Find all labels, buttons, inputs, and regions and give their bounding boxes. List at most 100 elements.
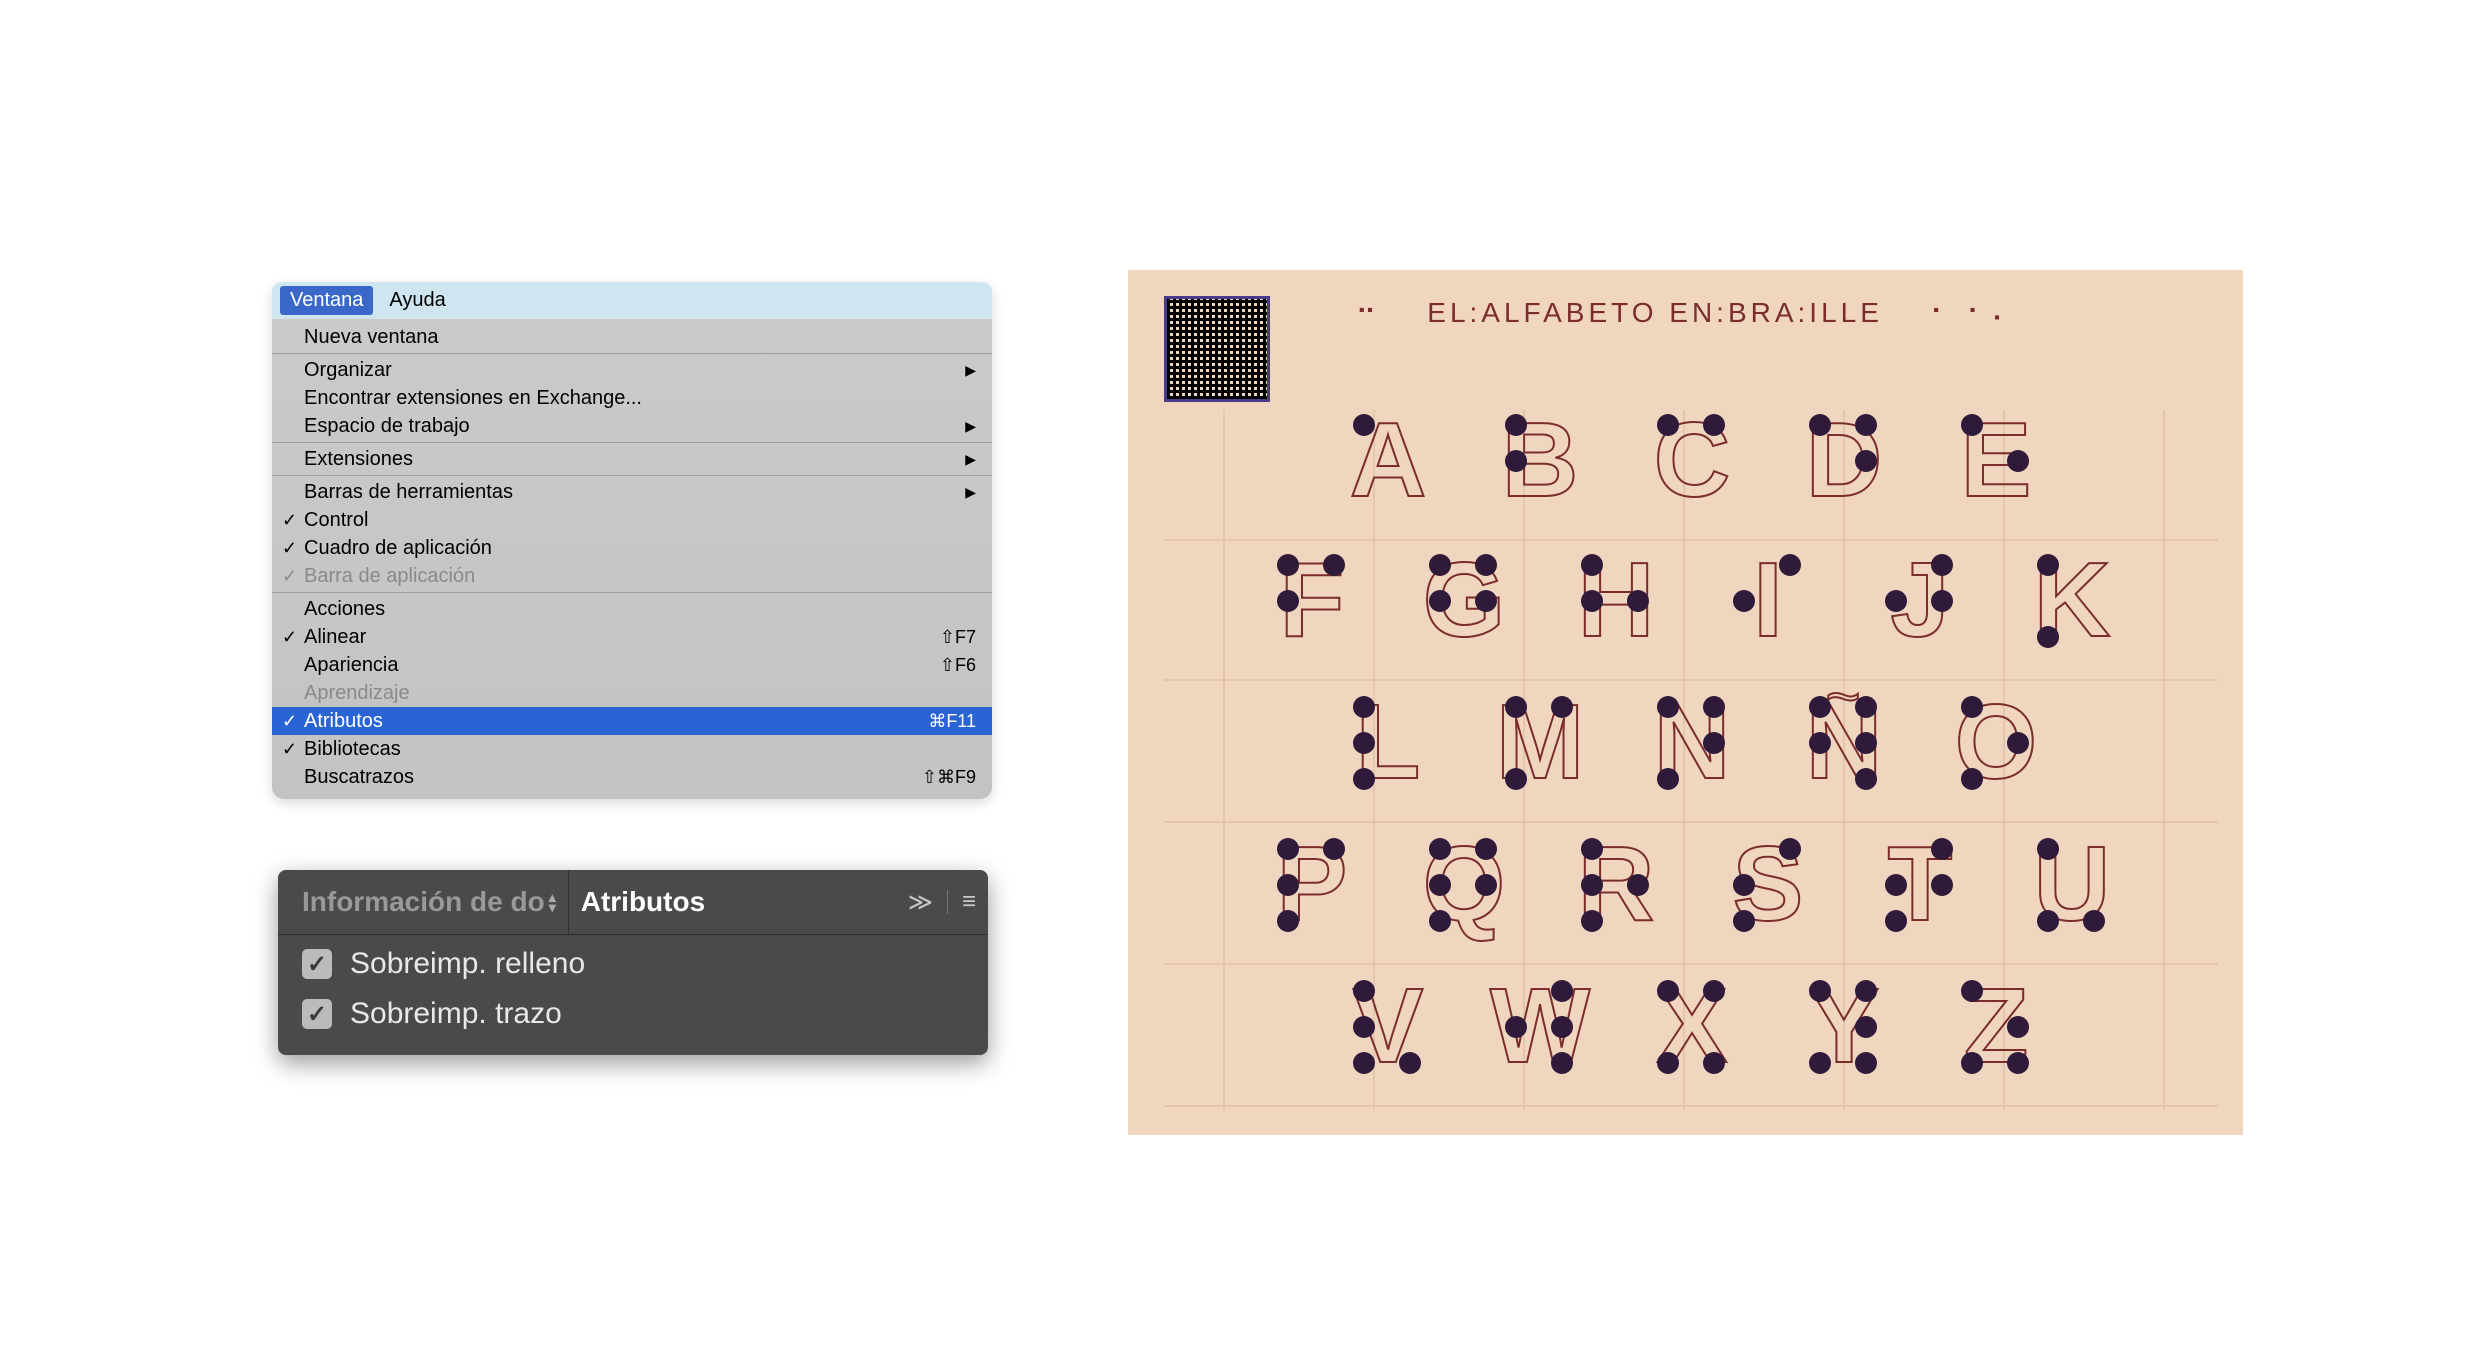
panel-tab-info-label: Información de do (302, 886, 545, 918)
braille-dot (1703, 1052, 1725, 1074)
menu-item[interactable]: Acciones (272, 595, 992, 623)
braille-dots (1337, 692, 1437, 792)
braille-dots (1641, 976, 1741, 1076)
braille-dot (2083, 910, 2105, 932)
braille-dot (1353, 980, 1375, 1002)
braille-dot (1399, 1052, 1421, 1074)
expand-icon[interactable]: ≫ (908, 888, 933, 917)
braille-dot (1855, 1016, 1877, 1038)
braille-dot (1551, 1016, 1573, 1038)
braille-dot (1733, 874, 1755, 896)
letter-A: A (1337, 410, 1437, 510)
menu-item[interactable]: Extensiones▶ (272, 445, 992, 473)
letter-T: T (1869, 834, 1969, 934)
menu-item[interactable]: Espacio de trabajo▶ (272, 412, 992, 440)
braille-dot (1353, 1016, 1375, 1038)
braille-dot (1551, 696, 1573, 718)
menu-divider (272, 353, 992, 354)
braille-dot (2007, 732, 2029, 754)
menu-item[interactable]: ✓Atributos⌘F11 (272, 707, 992, 735)
letter-U: U (2021, 834, 2121, 934)
menu-item[interactable]: ✓Control (272, 506, 992, 534)
letter-Z: Z (1945, 976, 2045, 1076)
braille-dot (1855, 450, 1877, 472)
braille-dots (2021, 550, 2121, 650)
menu-item[interactable]: Barras de herramientas▶ (272, 478, 992, 506)
menu-item[interactable]: Apariencia⇧F6 (272, 651, 992, 679)
submenu-arrow-icon: ▶ (965, 418, 976, 435)
braille-dot (1277, 554, 1299, 576)
letter-E: E (1945, 410, 2045, 510)
checkbox-icon[interactable]: ✓ (302, 949, 332, 979)
braille-dot (1505, 1016, 1527, 1038)
overprint-fill-row[interactable]: ✓ Sobreimp. relleno (278, 935, 988, 985)
braille-dot (1277, 838, 1299, 860)
braille-dot (1581, 838, 1603, 860)
braille-dot (1657, 696, 1679, 718)
hamburger-icon[interactable]: ≡ (962, 888, 976, 916)
letter-C: C (1641, 410, 1741, 510)
braille-dot (1551, 980, 1573, 1002)
braille-dot (1475, 554, 1497, 576)
letter-V: V (1337, 976, 1437, 1076)
menu-item[interactable]: Organizar▶ (272, 356, 992, 384)
braille-dots (1489, 692, 1589, 792)
braille-dot (1505, 414, 1527, 436)
menu-tab-ayuda[interactable]: Ayuda (379, 286, 455, 315)
letter-row: LMN~NO (1164, 692, 2218, 792)
overprint-stroke-label: Sobreimp. trazo (350, 997, 562, 1031)
menu-item[interactable]: ✓Alinear⇧F7 (272, 623, 992, 651)
menu-item[interactable]: Nueva ventana (272, 323, 992, 351)
letter-X: X (1641, 976, 1741, 1076)
checkbox-icon[interactable]: ✓ (302, 999, 332, 1029)
braille-dot (1353, 414, 1375, 436)
menu-item-label: Acciones (304, 598, 976, 621)
braille-dot (1475, 874, 1497, 896)
panel-tab-atributos[interactable]: Atributos (569, 870, 717, 934)
braille-dot (1961, 768, 1983, 790)
braille-dot (1475, 838, 1497, 860)
letter-S: S (1717, 834, 1817, 934)
menu-item[interactable]: Encontrar extensiones en Exchange... (272, 384, 992, 412)
menu-item[interactable]: ✓Cuadro de aplicación (272, 534, 992, 562)
braille-dot (1961, 1052, 1983, 1074)
menu-item-label: Alinear (304, 626, 940, 649)
menu-item-label: Aprendizaje (304, 682, 976, 705)
braille-dot (1323, 838, 1345, 860)
braille-dot (1931, 874, 1953, 896)
menu-divider (272, 475, 992, 476)
braille-dot (1809, 1052, 1831, 1074)
braille-dot (1657, 980, 1679, 1002)
check-icon: ✓ (282, 510, 304, 531)
braille-dot (1277, 910, 1299, 932)
check-icon: ✓ (282, 538, 304, 559)
panel-tab-info[interactable]: Información de do ▴▾ (290, 870, 569, 934)
braille-dots (2021, 834, 2121, 934)
submenu-arrow-icon: ▶ (965, 362, 976, 379)
menu-item-label: Barras de herramientas (304, 481, 965, 504)
braille-dots (1489, 410, 1589, 510)
braille-dot (1353, 696, 1375, 718)
braille-dot (1353, 768, 1375, 790)
overprint-fill-label: Sobreimp. relleno (350, 947, 585, 981)
braille-dots (1413, 834, 1513, 934)
braille-dot (1657, 1052, 1679, 1074)
braille-dots (1337, 976, 1437, 1076)
braille-dot (1779, 554, 1801, 576)
menu-tab-ventana[interactable]: Ventana (280, 286, 373, 315)
menu-item-label: Encontrar extensiones en Exchange... (304, 387, 976, 410)
braille-dots (1869, 834, 1969, 934)
braille-dot (1277, 590, 1299, 612)
braille-dot (1657, 414, 1679, 436)
menu-item[interactable]: ✓Bibliotecas (272, 735, 992, 763)
menu-item[interactable]: Buscatrazos⇧⌘F9 (272, 763, 992, 791)
overprint-stroke-row[interactable]: ✓ Sobreimp. trazo (278, 985, 988, 1035)
updown-icon: ▴▾ (549, 892, 556, 912)
menu-shortcut: ⇧F7 (940, 627, 976, 648)
braille-dots (1793, 410, 1893, 510)
braille-dot (2037, 838, 2059, 860)
braille-title: ⠒ EL:ALFABETO EN:BRA:ILLE ⠂ ⠂⠄ (1128, 296, 2243, 329)
braille-dot (1277, 874, 1299, 896)
braille-dot (1961, 696, 1983, 718)
braille-dot (1429, 838, 1451, 860)
